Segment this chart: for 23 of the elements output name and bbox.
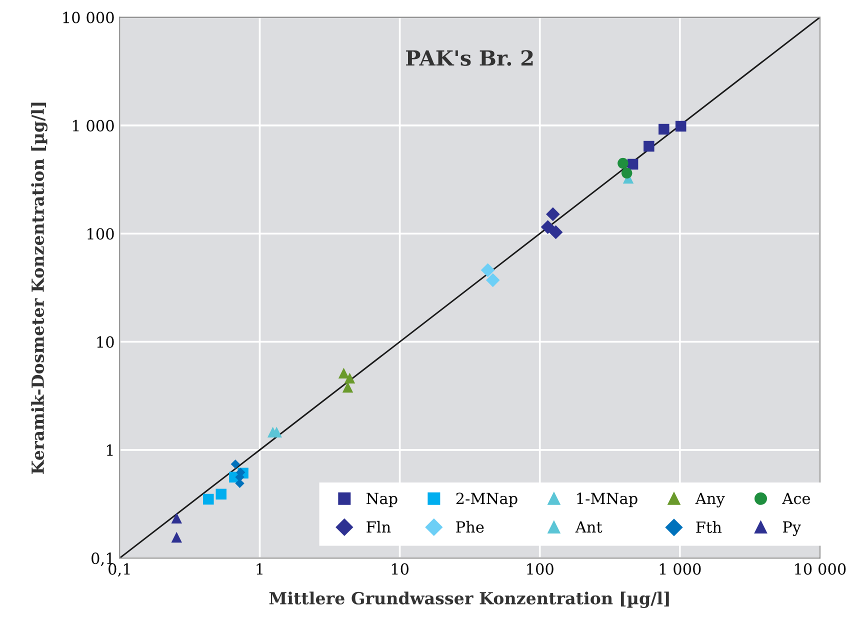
y-axis-title: Keramik-Dosmeter Konzentration [µg/l] [31,102,48,474]
x-axis-title: Mittlere Grundwasser Konzentration [µg/l] [269,592,669,608]
x-tick-label: 1 000 [660,563,701,575]
legend-label: Any [695,492,725,508]
x-tick-label: 100 [527,563,554,575]
legend-label: Phe [456,520,484,533]
y-tick-label: 10 000 [63,12,114,24]
legend-label: Fln [366,520,391,533]
x-tick-label: 1 [256,563,262,575]
y-tick-label: 100 [88,228,114,240]
x-tick-label: 10 [392,563,409,575]
y-tick-label: 1 [106,444,113,456]
legend-label: Fth [696,521,722,533]
legend-label: Nap [366,492,398,508]
x-tick-label: 10 000 [795,563,846,575]
legend-label: 2-MNap [456,492,518,508]
legend-label: Ace [782,492,810,504]
legend-label: Ant [575,521,602,533]
y-tick-label: 10 [97,336,114,348]
y-tick-label: 1 000 [72,120,114,132]
legend-label: 1-MNap [577,492,638,508]
legend-label: Py [782,521,802,536]
text: PAK's Br. 2 [406,50,533,66]
